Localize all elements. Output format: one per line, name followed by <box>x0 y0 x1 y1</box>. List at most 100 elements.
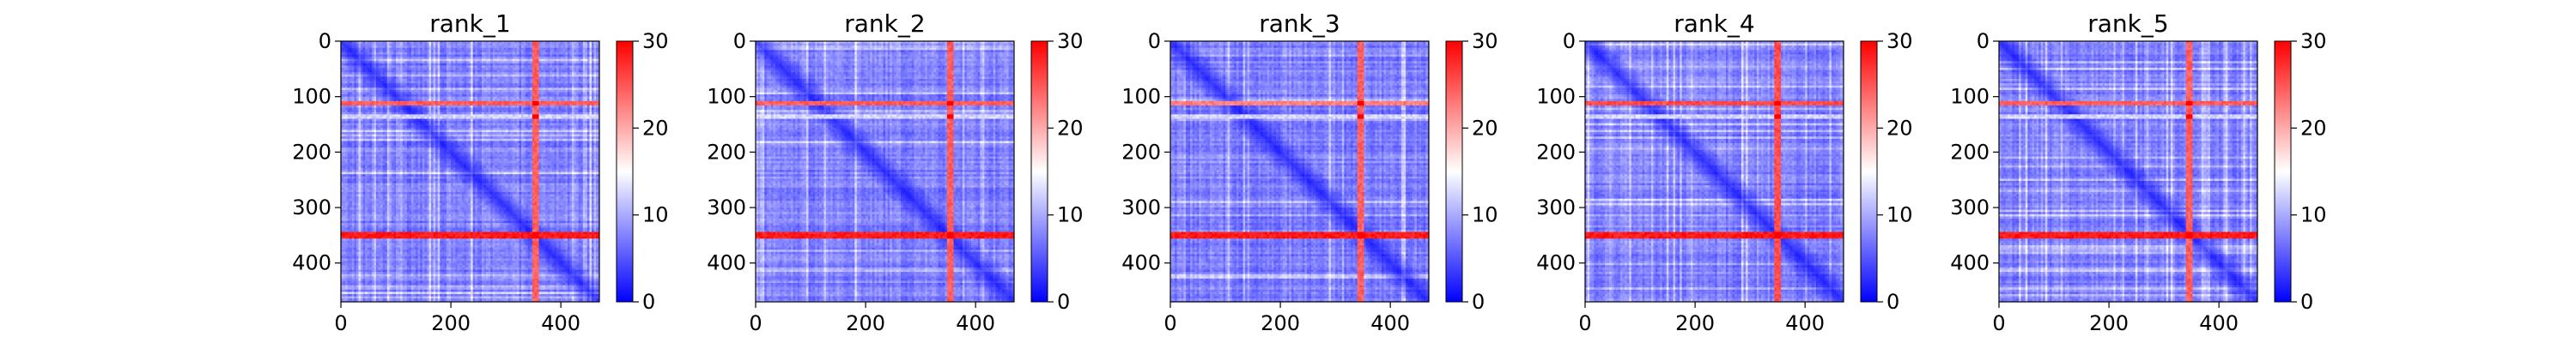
heatmap-cell <box>383 68 386 70</box>
heatmap-cell <box>348 63 350 66</box>
heatmap-cell <box>556 44 559 46</box>
heatmap-cell <box>398 75 401 77</box>
heatmap-cell <box>572 50 574 52</box>
heatmap-cell <box>372 75 374 77</box>
heatmap-cell <box>517 48 519 51</box>
heatmap-cell <box>482 52 484 55</box>
heatmap-cell <box>348 50 350 52</box>
heatmap-cell <box>530 61 532 63</box>
heatmap-cell <box>501 61 504 63</box>
heatmap-cell <box>484 48 487 51</box>
heatmap-cell <box>510 65 513 68</box>
heatmap-cell <box>583 45 586 48</box>
heatmap-cell <box>438 70 440 73</box>
heatmap-cell <box>513 63 515 66</box>
heatmap-cell <box>416 63 418 66</box>
heatmap-cell <box>356 70 359 73</box>
heatmap-cell <box>380 63 383 66</box>
heatmap-cell <box>524 61 526 63</box>
heatmap-cell <box>552 61 555 63</box>
heatmap-cell <box>418 65 421 68</box>
heatmap-cell <box>587 61 590 63</box>
heatmap-cell <box>596 61 598 63</box>
heatmap-cell <box>453 63 456 66</box>
heatmap-cell <box>387 57 390 59</box>
heatmap-cell <box>358 52 361 55</box>
heatmap-cell <box>537 48 539 51</box>
heatmap-cell <box>486 75 489 77</box>
heatmap-cell <box>358 48 361 51</box>
heatmap-cell <box>363 75 366 77</box>
heatmap-cell <box>392 75 394 77</box>
heatmap-cell <box>568 72 570 75</box>
heatmap-cell <box>493 63 495 66</box>
heatmap-cell <box>393 72 396 75</box>
heatmap-cell <box>556 52 559 55</box>
heatmap-cell <box>376 65 379 68</box>
heatmap-cell <box>409 72 411 75</box>
heatmap-cell <box>416 75 418 77</box>
heatmap-cell <box>368 68 370 70</box>
heatmap-cell <box>479 76 482 79</box>
heatmap-cell <box>407 45 410 48</box>
heatmap-cell <box>572 55 574 57</box>
heatmap-cell <box>372 44 374 46</box>
heatmap-cell <box>435 68 438 70</box>
heatmap-cell <box>469 72 471 75</box>
heatmap-cell <box>462 75 465 77</box>
heatmap-cell <box>383 57 386 59</box>
heatmap-cell <box>514 55 517 57</box>
heatmap-cell <box>569 44 572 46</box>
heatmap-cell <box>380 44 383 46</box>
heatmap-cell <box>592 68 594 70</box>
heatmap-cell <box>585 50 587 52</box>
heatmap-cell <box>451 61 453 63</box>
heatmap-cell <box>420 63 422 66</box>
heatmap-cell <box>541 75 544 77</box>
heatmap-cell <box>438 65 440 68</box>
heatmap-cell <box>574 55 577 57</box>
heatmap-cell <box>444 72 447 75</box>
heatmap-cell <box>545 61 548 63</box>
heatmap-cell <box>556 55 559 57</box>
heatmap-cell <box>348 68 350 70</box>
heatmap-cell <box>587 44 590 46</box>
heatmap-cell <box>420 44 422 46</box>
heatmap-cell <box>545 75 548 77</box>
heatmap-cell <box>404 68 407 70</box>
heatmap-cell <box>559 57 562 59</box>
heatmap-cell <box>563 59 566 62</box>
heatmap-cell <box>428 65 431 68</box>
heatmap-cell <box>383 63 386 66</box>
heatmap-cell <box>392 44 394 46</box>
heatmap-cell <box>576 50 579 52</box>
heatmap-cell <box>444 52 447 55</box>
heatmap-cell <box>479 52 482 55</box>
heatmap-cell <box>495 61 497 63</box>
heatmap-cell <box>442 63 445 66</box>
heatmap-cell <box>559 63 562 66</box>
heatmap-cell <box>416 44 418 46</box>
heatmap-cell <box>569 63 572 66</box>
heatmap-cell <box>587 59 590 62</box>
heatmap-cell <box>462 65 465 68</box>
heatmap-cell <box>434 44 436 46</box>
heatmap-cell <box>501 55 504 57</box>
heatmap-cell <box>585 52 587 55</box>
heatmap-cell <box>580 75 583 77</box>
heatmap-cell <box>385 50 387 52</box>
heatmap-cell <box>493 44 495 46</box>
heatmap-cell <box>514 68 517 70</box>
heatmap-cell <box>519 65 522 68</box>
heatmap-cell <box>420 45 422 48</box>
heatmap-cell <box>579 44 581 46</box>
heatmap-cell <box>447 72 449 75</box>
heatmap-cell <box>589 68 592 70</box>
heatmap-cell <box>464 44 466 46</box>
heatmap-cell <box>539 61 542 63</box>
heatmap-cell <box>548 44 550 46</box>
heatmap-cell <box>404 61 407 63</box>
heatmap-cell <box>365 50 368 52</box>
heatmap-cell <box>447 61 449 63</box>
heatmap-cell <box>414 65 416 68</box>
